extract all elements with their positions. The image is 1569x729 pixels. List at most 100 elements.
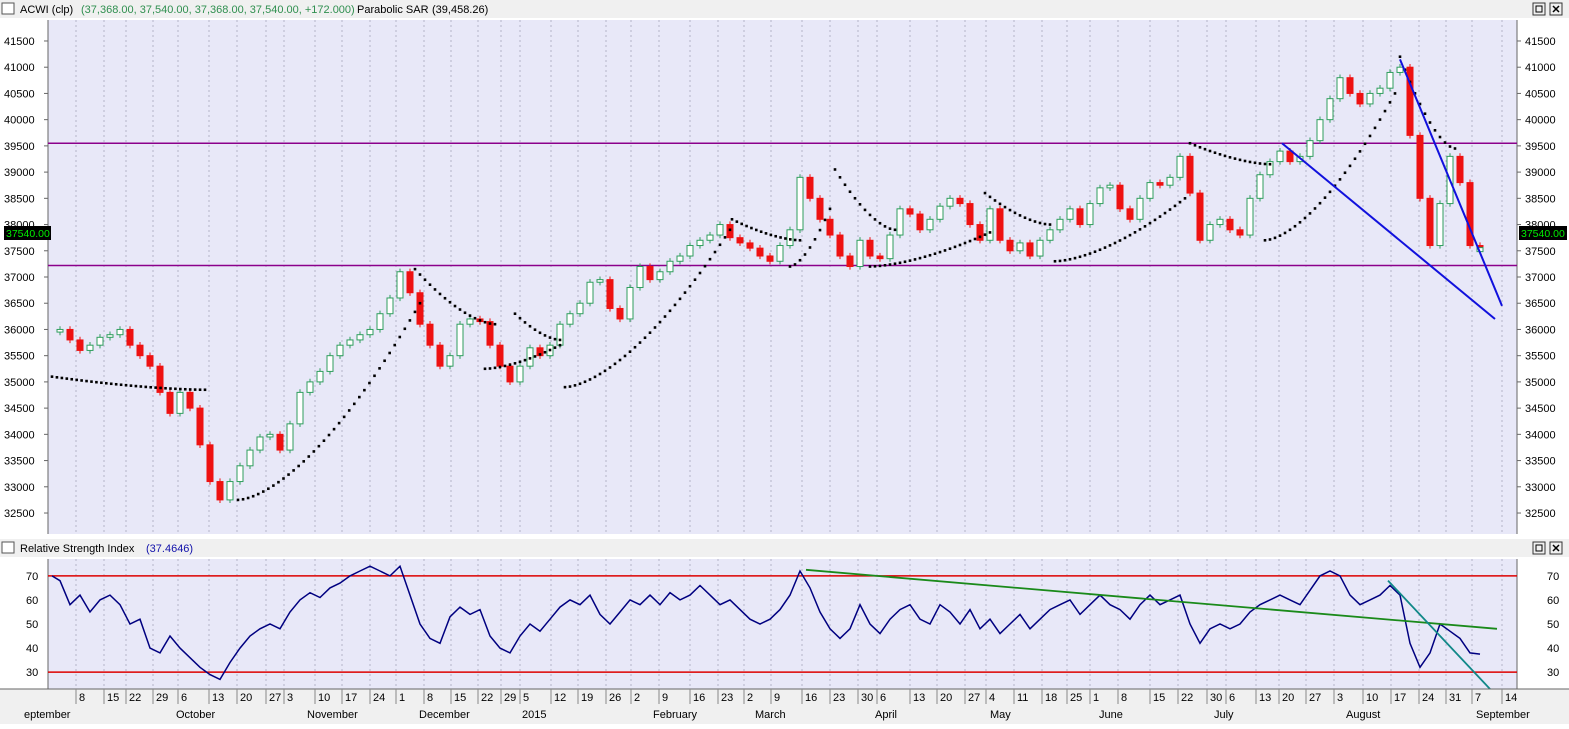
x-axis-day-label: 3: [1337, 692, 1343, 704]
price-y-tick-label-left: 36500: [4, 298, 35, 310]
sar-dot: [1063, 258, 1067, 262]
sar-dot: [373, 374, 376, 378]
x-axis-day-label: 30: [861, 692, 873, 704]
candle-up: [226, 481, 234, 501]
x-axis-day-label: 24: [1422, 692, 1434, 704]
candle-up: [1246, 197, 1254, 236]
rsi-panel-menu-icon[interactable]: [1, 541, 15, 554]
rsi-y-tick-label-right: 40: [1547, 643, 1559, 655]
sar-dot: [1343, 171, 1347, 175]
sar-dot: [322, 439, 326, 442]
sar-dot: [1283, 231, 1287, 235]
sar-dot: [1258, 162, 1262, 165]
x-axis-day-label: 8: [427, 692, 433, 704]
x-axis-month-label: October: [176, 709, 215, 721]
sar-dot: [1253, 161, 1257, 165]
rsi-close-button[interactable]: [1549, 541, 1563, 555]
price-close-button[interactable]: [1549, 2, 1563, 16]
rsi-y-tick-label-right: 50: [1547, 619, 1559, 631]
x-axis-day-label: 1: [1093, 692, 1099, 704]
sar-dot: [149, 385, 153, 389]
price-title: ACWI (clp): [20, 4, 73, 16]
candle-up: [636, 266, 644, 288]
rsi-plot-area: [48, 559, 1517, 689]
rsi-band-lines: [48, 575, 1517, 673]
candle-up: [896, 208, 904, 236]
sar-dot: [1233, 157, 1237, 160]
sar-dot: [658, 320, 662, 324]
sar-dot: [668, 309, 672, 313]
candle-down: [736, 237, 744, 244]
sar-dot: [873, 264, 877, 268]
price-ohlc-text: (37,368.00, 37,540.00, 37,368.00, 37,540…: [81, 4, 355, 16]
sar-dot: [1048, 223, 1052, 226]
sar-dot: [332, 427, 336, 431]
rsi-maximize-button[interactable]: [1532, 541, 1546, 555]
sar-dot: [528, 357, 532, 360]
x-axis-day-label: 16: [693, 692, 705, 704]
sar-dot: [1303, 216, 1307, 220]
sar-dot: [868, 265, 872, 268]
price-y-tick-label-right: 36500: [1525, 298, 1556, 310]
panel-menu-icon[interactable]: [1, 2, 15, 15]
candle-up: [1396, 66, 1404, 73]
candle-down: [1116, 184, 1124, 210]
candle-down: [1026, 242, 1034, 257]
sar-dot: [1438, 135, 1442, 139]
sar-dot: [769, 233, 773, 237]
candle-up: [1276, 150, 1284, 163]
sar-dot: [95, 380, 98, 384]
candle-down: [1416, 134, 1424, 199]
candle-up: [1266, 161, 1274, 176]
sar-dot: [1213, 151, 1217, 155]
sar-dot: [119, 383, 123, 387]
candle-up: [1106, 184, 1114, 189]
candle-up: [526, 347, 534, 367]
candle-up: [716, 224, 724, 236]
rsi-y-tick-label-right: 60: [1547, 595, 1559, 607]
sar-dot: [408, 319, 412, 322]
x-axis-day-label: 10: [318, 692, 330, 704]
x-axis-day-label: 24: [373, 692, 385, 704]
sar-dot: [236, 498, 240, 502]
sar-dot: [1443, 141, 1447, 144]
sar-dot: [903, 260, 907, 264]
sar-dot: [1353, 157, 1357, 161]
x-axis-day-label: 18: [1045, 692, 1057, 704]
sar-dot: [568, 385, 572, 388]
x-axis: 8 15 22 29 6 13 20 27 3 10 17 24 1 8 15 22 29 5 12 19 26 2 9 16…: [0, 688, 1569, 724]
price-plot-area: [48, 20, 1517, 534]
x-axis-day-label: 4: [989, 692, 995, 704]
sar-dot: [75, 378, 78, 382]
sar-dot: [50, 375, 54, 378]
rsi-y-tick-label-left: 40: [26, 643, 38, 655]
sar-dot: [578, 382, 582, 386]
price-y-tick-label-left: 36000: [4, 324, 35, 336]
sar-dot: [100, 381, 103, 385]
sar-dot: [968, 239, 972, 243]
sar-dot: [1098, 248, 1102, 252]
price-y-tick-label-left: 41500: [4, 36, 35, 48]
sar-dot: [134, 384, 138, 388]
sar-dot: [483, 367, 487, 371]
sar-dot: [1418, 102, 1422, 106]
price-y-tick-label-right: 34000: [1525, 429, 1556, 441]
sar-dot: [933, 252, 937, 256]
sar-dot: [923, 255, 927, 259]
x-axis-day-label: 5: [523, 692, 529, 704]
sar-dot: [1308, 212, 1312, 215]
sar-dot: [998, 202, 1002, 206]
candle-up: [1016, 242, 1024, 252]
sar-dot: [1273, 236, 1277, 240]
sar-dot: [398, 335, 402, 339]
price-gridlines: [75, 20, 1503, 534]
sar-dot: [463, 311, 467, 315]
sar-dot: [878, 221, 882, 225]
sar-dot: [993, 199, 997, 202]
sar-dot: [735, 220, 739, 223]
x-axis-day-label: 22: [481, 692, 493, 704]
sar-dot: [523, 358, 527, 362]
sar-dot: [1123, 236, 1127, 240]
price-maximize-button[interactable]: [1532, 2, 1546, 16]
